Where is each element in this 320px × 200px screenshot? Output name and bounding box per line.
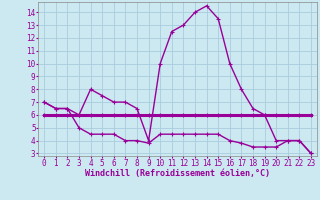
X-axis label: Windchill (Refroidissement éolien,°C): Windchill (Refroidissement éolien,°C): [85, 169, 270, 178]
